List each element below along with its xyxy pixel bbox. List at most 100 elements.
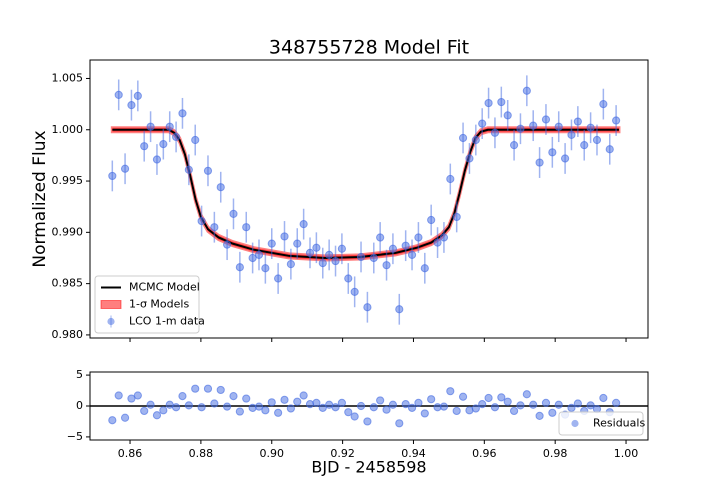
data-point [548,408,557,417]
data-point [254,250,264,260]
data-point [114,90,123,99]
data-point [344,274,353,283]
data-point [280,232,289,241]
data-point [471,135,480,145]
y-tick-label: 0.990 [52,225,84,238]
data-point [242,394,251,403]
data-point [522,86,531,95]
data-point [223,402,232,411]
data-point [376,396,385,405]
data-point [159,406,168,415]
x-tick-label: 0.98 [543,447,568,460]
data-point [465,154,474,163]
data-point [541,115,551,124]
data-point [560,154,570,163]
data-point [446,387,455,396]
data-point [242,223,251,232]
model-line [112,128,619,259]
data-point [395,419,404,428]
data-point [599,393,608,403]
data-point [567,403,576,412]
data-point [586,401,595,410]
legend-box [558,411,644,436]
data-point [127,101,136,110]
data-point [274,408,283,417]
legend-label: MCMC Model [129,281,200,294]
data-point [312,398,321,408]
data-point [216,183,225,192]
data-point [140,142,149,151]
data-point [325,250,334,260]
data-point [152,411,162,420]
data-point [356,401,366,411]
x-axis-label: BJD - 2458598 [311,458,426,477]
legend-swatch [100,300,122,309]
data-point [350,287,359,296]
x-tick-label: 0.94 [401,447,426,460]
data-point [529,400,538,409]
data-point [299,391,308,400]
data-point [427,395,436,404]
data-point [471,404,480,413]
data-point [235,407,244,416]
data-point [535,411,544,420]
data-point [280,395,289,404]
data-point [159,140,168,149]
data-point [503,111,512,120]
data-point [376,233,385,242]
data-point [529,121,538,130]
data-point [223,240,232,249]
data-point [197,216,206,226]
y-tick-label: 1.005 [52,71,84,84]
data-point [452,406,461,416]
data-point [401,400,410,409]
data-point [548,148,557,157]
data-point [599,100,608,109]
data-point [293,397,302,406]
data-point [191,384,200,393]
x-tick-label: 0.96 [472,447,497,460]
data-point [586,123,595,132]
data-point [331,403,340,412]
data-point [178,109,187,118]
data-point [216,385,225,395]
data-point [605,145,614,154]
data-point [229,209,238,218]
data-point [165,122,174,131]
data-point [535,158,544,167]
data-point [580,141,589,150]
data-point [312,243,321,252]
data-point [203,384,213,393]
data-point [452,212,461,222]
data-point [120,164,130,173]
data-point [439,402,449,411]
data-point [178,392,187,401]
data-point [114,391,123,400]
x-tick-label: 1.00 [614,447,639,460]
data-point [407,250,417,260]
data-point [420,264,429,273]
legend-label: LCO 1-m data [129,315,205,328]
data-point [369,253,378,263]
data-point [554,400,563,409]
y-tick-label: −5 [67,430,83,443]
data-point [210,223,219,232]
data-point [433,238,442,247]
data-point [146,400,155,409]
data-point [414,233,423,242]
data-point [337,244,346,253]
x-tick-label: 0.92 [330,447,355,460]
data-point [503,397,512,406]
y-tick-label: 0.995 [52,174,84,187]
plot-frame [89,59,649,339]
data-point [235,263,244,272]
data-point [152,155,162,164]
legend-swatch [107,317,115,326]
data-point [592,135,602,145]
data-point [516,124,525,133]
data-point [573,399,582,408]
data-point [293,239,302,248]
data-point [420,409,429,418]
data-point [133,91,142,101]
